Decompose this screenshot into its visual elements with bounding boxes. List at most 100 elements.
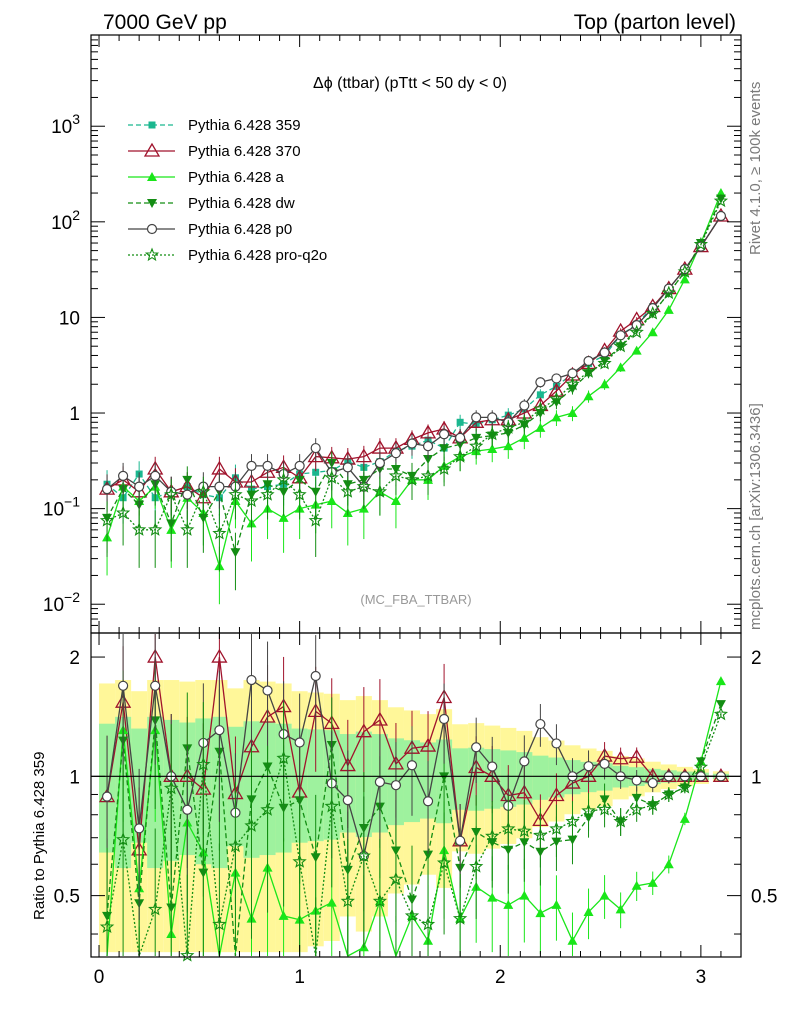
data-point — [487, 412, 498, 423]
ratio-data-point — [583, 907, 594, 917]
data-point — [214, 481, 225, 492]
data-point — [485, 426, 500, 441]
series-5 — [99, 193, 729, 572]
legend-marker — [148, 121, 156, 129]
data-point — [661, 285, 676, 300]
legend-label: Pythia 6.428 dw — [188, 195, 295, 212]
ratio-data-point — [355, 723, 372, 738]
x-tick-label: 2 — [495, 967, 506, 988]
data-point — [597, 356, 612, 370]
rivet-version-label: Rivet 4.1.0, ≥ 100k events — [747, 82, 764, 255]
ratio-data-point — [551, 738, 562, 749]
ratio-data-point — [501, 821, 516, 835]
data-point — [567, 368, 578, 379]
data-point — [312, 468, 320, 476]
legend-entry: Pythia 6.428 370 — [128, 142, 301, 160]
legend-marker — [146, 223, 158, 235]
legend-label: Pythia 6.428 359 — [188, 117, 301, 134]
ratio-data-point — [715, 676, 726, 686]
ratio-data-point — [565, 813, 580, 828]
ratio-data-point — [260, 802, 275, 816]
ratio-data-point — [436, 855, 452, 870]
data-point — [388, 468, 404, 482]
data-point — [519, 400, 530, 411]
header-left: 7000 GeV pp — [103, 11, 227, 34]
ratio-data-point — [422, 796, 434, 807]
data-point — [713, 193, 729, 208]
ratio-data-point — [420, 916, 436, 931]
ratio-data-point — [212, 916, 227, 931]
ratio-data-point — [326, 897, 337, 907]
ratio-data-point — [214, 725, 225, 736]
data-point — [422, 441, 434, 452]
data-point — [452, 449, 468, 463]
ratio-data-point — [211, 648, 228, 663]
data-point — [715, 194, 726, 204]
data-point — [101, 484, 113, 495]
data-point — [581, 364, 596, 378]
ratio-data-point — [535, 718, 546, 730]
ratio-data-point — [310, 853, 321, 863]
data-point — [647, 327, 658, 337]
data-point — [645, 306, 660, 320]
data-point — [551, 412, 562, 422]
data-point — [246, 460, 257, 471]
ratio-data-point — [713, 706, 729, 721]
ratio-data-point — [117, 680, 129, 691]
data-point — [134, 481, 145, 492]
ratio-data-point — [487, 892, 498, 902]
main-series-group — [98, 188, 730, 605]
data-point — [549, 391, 564, 406]
data-point — [198, 513, 209, 523]
data-point — [567, 408, 578, 418]
ratio-data-point — [406, 760, 418, 771]
ratio-data-point — [533, 827, 548, 842]
data-point — [438, 429, 450, 440]
ratio-data-point — [340, 893, 355, 908]
data-point — [276, 472, 291, 486]
data-point — [471, 412, 482, 423]
ratio-data-point — [597, 801, 612, 816]
ratio-data-point — [182, 804, 193, 815]
data-point — [340, 484, 355, 498]
ratio-data-point — [372, 893, 388, 908]
data-point — [182, 489, 193, 500]
data-point — [599, 347, 610, 358]
data-point — [631, 345, 642, 355]
data-point — [437, 461, 452, 475]
ratio-data-point — [663, 859, 674, 869]
data-point — [455, 432, 466, 443]
ratio-data-point — [324, 798, 339, 813]
data-point — [663, 304, 674, 314]
legend-label: Pythia 6.428 370 — [188, 143, 301, 160]
data-point — [278, 512, 289, 522]
ratio-data-point — [487, 761, 498, 772]
ratio-data-point — [419, 737, 437, 752]
ratio-data-point — [148, 901, 163, 916]
y-tick-label: 103 — [51, 111, 80, 138]
ratio-data-point — [374, 776, 385, 788]
ratio-data-point — [356, 848, 371, 863]
legend: Pythia 6.428 359 Pythia 6.428 370 Pythia 6… — [128, 117, 327, 264]
ratio-data-point — [661, 787, 676, 801]
ratio-data-point — [517, 823, 532, 838]
ratio-data-point — [628, 748, 645, 763]
data-point — [615, 330, 626, 341]
ratio-data-point — [469, 858, 484, 873]
data-point — [148, 522, 163, 536]
data-point — [583, 355, 594, 367]
ratio-plot-frame — [90, 632, 742, 958]
data-point — [469, 438, 484, 453]
legend-label: Pythia 6.428 pro-q2o — [188, 247, 327, 264]
ratio-data-point — [631, 793, 642, 803]
data-point — [99, 513, 115, 527]
ratio-data-point — [471, 742, 482, 753]
data-point — [294, 460, 305, 471]
data-point — [439, 444, 450, 454]
legend-label: Pythia 6.428 a — [188, 169, 285, 186]
ratio-data-point — [166, 903, 177, 913]
data-point — [390, 496, 401, 506]
legend-label: Pythia 6.428 p0 — [188, 221, 292, 238]
y-tick-label: 1 — [69, 404, 80, 425]
